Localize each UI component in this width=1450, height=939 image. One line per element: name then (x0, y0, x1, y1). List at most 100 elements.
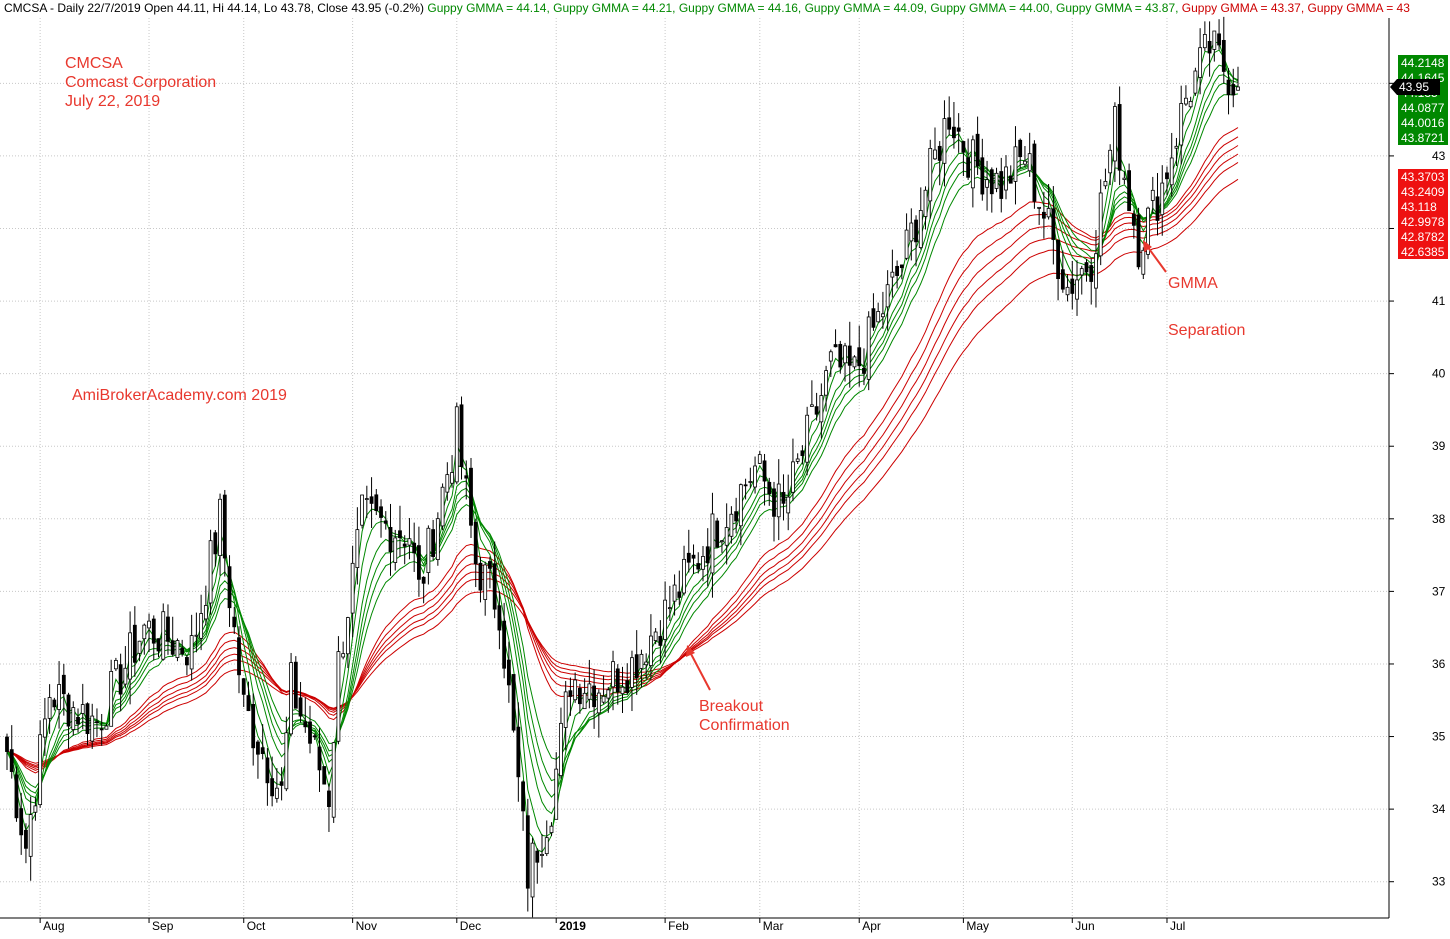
x-tick-label-Mar: Mar (763, 919, 784, 933)
candle (535, 848, 540, 884)
header-gmma-3: Guppy GMMA = 44.09, (801, 1, 927, 15)
candle (937, 141, 942, 186)
candle (554, 752, 559, 820)
separation-arrow-head (1143, 240, 1152, 252)
candle (596, 689, 601, 738)
candle (469, 457, 473, 538)
candle (805, 406, 810, 476)
y-tick-label-40: 40 (1432, 367, 1446, 381)
candle (478, 556, 483, 603)
candle (251, 693, 256, 766)
candle (843, 342, 847, 382)
candle (1184, 85, 1188, 106)
candle (464, 460, 469, 500)
candle (109, 659, 114, 727)
candle (208, 529, 213, 615)
candle (303, 697, 308, 733)
y-tick-label-41: 41 (1432, 294, 1446, 308)
candle (691, 544, 696, 574)
candle (1160, 165, 1165, 236)
candle (166, 604, 170, 655)
candle (147, 613, 151, 653)
candle (772, 481, 776, 542)
candle (852, 355, 857, 370)
candle (592, 669, 596, 729)
candle (393, 529, 398, 571)
candle (57, 661, 61, 729)
y-tick-label-33: 33 (1432, 875, 1446, 889)
candle (350, 545, 355, 638)
x-tick-label-Aug: Aug (43, 919, 64, 933)
breakout-label-line1: Breakout (699, 698, 764, 715)
candle (388, 503, 393, 576)
candle (866, 311, 871, 391)
y-tick-label-43: 43 (1432, 149, 1446, 163)
candle (488, 556, 492, 589)
candle (568, 677, 573, 716)
candle (781, 474, 786, 521)
candle (1013, 126, 1018, 205)
candle (1217, 19, 1221, 50)
candle (90, 703, 95, 749)
candle (748, 467, 753, 488)
candle (1023, 146, 1027, 167)
candle (118, 653, 123, 712)
breakout-arrow-head (686, 645, 695, 657)
short-term-value-0: 44.2148 (1401, 56, 1445, 70)
candle (85, 702, 90, 746)
candle (66, 692, 71, 749)
x-tick-label-Nov: Nov (356, 919, 377, 933)
candle (1084, 259, 1089, 282)
candle (1098, 179, 1103, 266)
candle (961, 140, 966, 177)
candle (1122, 171, 1127, 185)
candle (440, 483, 445, 531)
candle (322, 766, 327, 785)
candle (1165, 166, 1169, 196)
candle (1169, 132, 1174, 197)
axis-layer: 333435363738394041424344AugSepOctNovDec2… (0, 18, 1446, 933)
candle (653, 628, 658, 645)
candle (1032, 140, 1037, 209)
candle (1202, 21, 1207, 52)
candle (170, 616, 175, 657)
long-term-value-1: 43.2409 (1401, 185, 1445, 199)
candle (577, 683, 582, 714)
candle (601, 675, 606, 704)
candle (611, 650, 615, 711)
candle (194, 612, 199, 653)
candle (980, 138, 985, 201)
candle (649, 614, 653, 681)
candle (222, 489, 227, 577)
candle (1094, 229, 1098, 308)
candle (260, 724, 265, 760)
candle (876, 302, 881, 323)
candle (232, 607, 237, 635)
x-tick-label-Oct: Oct (247, 919, 266, 933)
candle (123, 646, 128, 689)
candle (644, 653, 649, 680)
candle (71, 701, 76, 736)
candle (203, 585, 208, 626)
header-gmma-5: Guppy GMMA = 43.87, (1053, 1, 1179, 15)
candle (809, 380, 814, 407)
candle (890, 249, 895, 298)
short-term-value-5: 43.8721 (1401, 131, 1445, 145)
candle (814, 392, 819, 421)
x-tick-label-Jul: Jul (1170, 919, 1185, 933)
candle (492, 541, 497, 619)
long-term-value-0: 43.3703 (1401, 170, 1445, 184)
candle (374, 489, 379, 516)
candle (151, 615, 156, 661)
candle (435, 512, 440, 566)
candle (530, 837, 535, 918)
candle (42, 697, 47, 756)
candle (132, 606, 137, 677)
candle (218, 493, 222, 576)
candle (175, 638, 180, 662)
candle (189, 614, 194, 681)
candle (5, 733, 9, 770)
candle (999, 157, 1004, 213)
candle (417, 526, 421, 597)
candle (1018, 138, 1023, 169)
